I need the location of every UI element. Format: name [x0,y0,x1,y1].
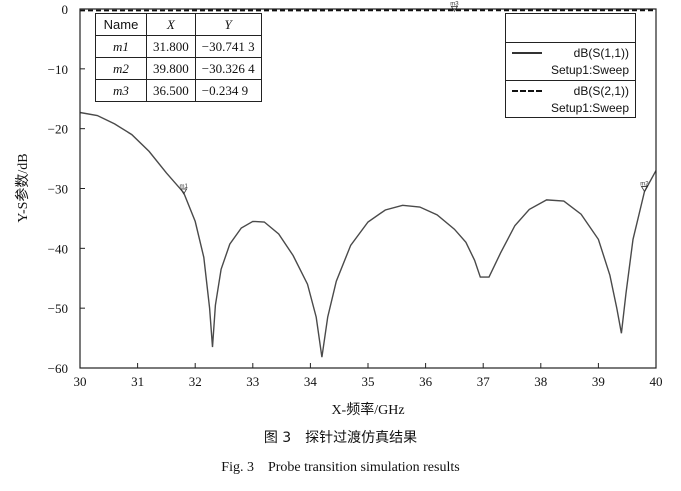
y-tick-label: −20 [48,122,68,137]
series-line-db-s-1-1 [79,111,657,358]
x-tick-label: 30 [74,374,87,389]
x-tick-label: 38 [534,374,547,389]
table-row: m1 31.800 −30.741 3 [95,35,262,58]
marker-m1 [179,188,188,195]
marker-y: −30.741 3 [194,35,262,58]
y-tick-label: −60 [48,361,68,376]
x-tick-label: 35 [362,374,375,389]
x-tick-label: 33 [246,374,259,389]
x-tick-label: 40 [650,374,663,389]
legend-swatch-solid [512,52,542,54]
legend-label: dB(S(2,1)) [573,84,629,98]
x-tick-label: 31 [131,374,144,389]
table-row: m3 36.500 −0.234 9 [95,79,262,102]
marker-y: −30.326 4 [194,57,262,80]
marker-x: 31.800 [146,35,196,58]
y-tick-label: −30 [48,182,68,197]
chart-legend: dB(S(1,1)) Setup1:Sweep dB(S(2,1)) Setup… [505,13,636,118]
y-tick-label: −40 [48,241,68,256]
marker-label-m2: m2 [640,181,649,187]
x-tick-label: 36 [419,374,433,389]
legend-sublabel: Setup1:Sweep [550,63,629,77]
x-tick-label: 37 [477,374,491,389]
marker-x: 39.800 [146,57,196,80]
table-row: m2 39.800 −30.326 4 [95,57,262,80]
legend-item-s11: dB(S(1,1)) Setup1:Sweep [506,43,635,80]
x-tick-label: 32 [189,374,202,389]
header-name: Name [95,13,147,36]
y-tick-label: 0 [62,2,69,17]
legend-sublabel: Setup1:Sweep [550,101,629,115]
marker-label-m1: m1 [180,184,189,190]
x-tick-label: 34 [304,374,318,389]
marker-name: m3 [95,79,147,102]
marker-name: m1 [95,35,147,58]
x-tick-label: 39 [592,374,605,389]
figure-caption-chinese: 图 3 探针过渡仿真结果 [263,430,418,446]
header-y: Y [194,13,262,36]
header-x: X [146,13,196,36]
marker-label-m3: m3 [450,1,459,7]
marker-x: 36.500 [146,79,196,102]
legend-label: dB(S(1,1)) [573,46,629,60]
marker-m2 [640,186,649,193]
x-axis-title: X-频率/GHz [331,401,404,418]
y-tick-label: −10 [48,62,68,77]
marker-table: Name X Y m1 31.800 −30.741 3 m2 39.800 −… [95,13,262,102]
figure-caption-english: Fig. 3 Probe transition simulation resul… [221,460,460,475]
marker-y: −0.234 9 [194,79,262,102]
marker-name: m2 [95,57,147,80]
y-tick-label: −50 [48,301,68,316]
axis-ticks: 30 31 32 33 34 35 36 37 38 39 40 0 −10 −20 −30 −40 −50 −6… [48,2,663,389]
legend-header [506,14,635,43]
legend-item-s21: dB(S(2,1)) Setup1:Sweep [506,80,635,117]
legend-swatch-dashed [512,90,542,92]
marker-table-header: Name X Y [95,13,262,36]
y-axis-title: Y-S参数/dB [14,153,31,222]
